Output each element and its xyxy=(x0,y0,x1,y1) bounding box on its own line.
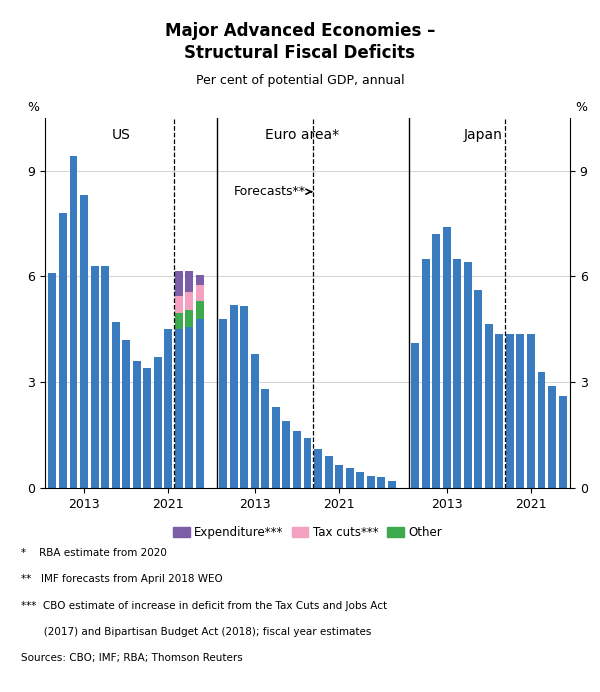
Bar xyxy=(122,340,130,488)
Bar xyxy=(422,259,430,488)
Bar xyxy=(196,318,204,488)
Text: (2017) and Bipartisan Budget Act (2018); fiscal year estimates: (2017) and Bipartisan Budget Act (2018);… xyxy=(21,627,371,637)
Bar xyxy=(175,329,183,488)
Bar xyxy=(293,431,301,488)
Bar xyxy=(548,385,556,488)
Bar xyxy=(49,273,56,488)
Bar xyxy=(475,291,482,488)
Bar xyxy=(251,354,259,488)
Bar xyxy=(304,439,311,488)
Bar xyxy=(185,310,193,327)
Bar xyxy=(175,295,183,313)
Text: **   IMF forecasts from April 2018 WEO: ** IMF forecasts from April 2018 WEO xyxy=(21,574,223,584)
Bar xyxy=(154,357,162,488)
Bar xyxy=(272,407,280,488)
Text: Japan: Japan xyxy=(464,128,503,143)
Bar xyxy=(143,368,151,488)
Bar xyxy=(527,334,535,488)
Bar xyxy=(377,477,385,488)
Bar xyxy=(283,421,290,488)
Bar xyxy=(262,389,269,488)
Bar xyxy=(80,195,88,488)
Bar xyxy=(196,285,204,301)
Bar xyxy=(133,361,140,488)
Bar xyxy=(356,472,364,488)
Text: Per cent of potential GDP, annual: Per cent of potential GDP, annual xyxy=(196,74,404,87)
Bar xyxy=(219,318,227,488)
Bar xyxy=(101,266,109,488)
Text: %: % xyxy=(28,101,40,114)
Bar xyxy=(196,275,204,285)
Bar xyxy=(240,307,248,488)
Legend: Expenditure***, Tax cuts***, Other: Expenditure***, Tax cuts***, Other xyxy=(168,522,447,544)
Bar xyxy=(196,301,204,318)
Bar xyxy=(517,334,524,488)
Bar xyxy=(496,334,503,488)
Bar xyxy=(464,262,472,488)
Bar xyxy=(388,481,396,488)
Bar xyxy=(453,259,461,488)
Bar xyxy=(432,234,440,488)
Text: Sources: CBO; IMF; RBA; Thomson Reuters: Sources: CBO; IMF; RBA; Thomson Reuters xyxy=(21,653,243,663)
Bar xyxy=(314,449,322,488)
Bar xyxy=(538,372,545,488)
Bar xyxy=(185,292,193,310)
Bar xyxy=(346,468,353,488)
Text: ***  CBO estimate of increase in deficit from the Tax Cuts and Jobs Act: *** CBO estimate of increase in deficit … xyxy=(21,601,387,610)
Bar xyxy=(70,156,77,488)
Bar xyxy=(175,313,183,329)
Bar xyxy=(367,475,375,488)
Bar xyxy=(443,227,451,488)
Text: US: US xyxy=(112,128,130,143)
Bar xyxy=(59,213,67,488)
Bar xyxy=(164,329,172,488)
Text: Forecasts**: Forecasts** xyxy=(234,185,311,198)
Bar xyxy=(112,322,119,488)
Bar xyxy=(91,266,98,488)
Bar xyxy=(335,465,343,488)
Text: Euro area*: Euro area* xyxy=(265,128,339,143)
Bar xyxy=(185,327,193,488)
Bar xyxy=(325,456,332,488)
Bar xyxy=(485,324,493,488)
Text: *    RBA estimate from 2020: * RBA estimate from 2020 xyxy=(21,548,167,558)
Bar xyxy=(185,271,193,292)
Text: Major Advanced Economies –
Structural Fiscal Deficits: Major Advanced Economies – Structural Fi… xyxy=(165,22,435,62)
Bar xyxy=(559,397,566,488)
Bar xyxy=(506,334,514,488)
Bar xyxy=(175,271,183,295)
Bar xyxy=(411,343,419,488)
Text: %: % xyxy=(575,101,587,114)
Bar xyxy=(230,304,238,488)
